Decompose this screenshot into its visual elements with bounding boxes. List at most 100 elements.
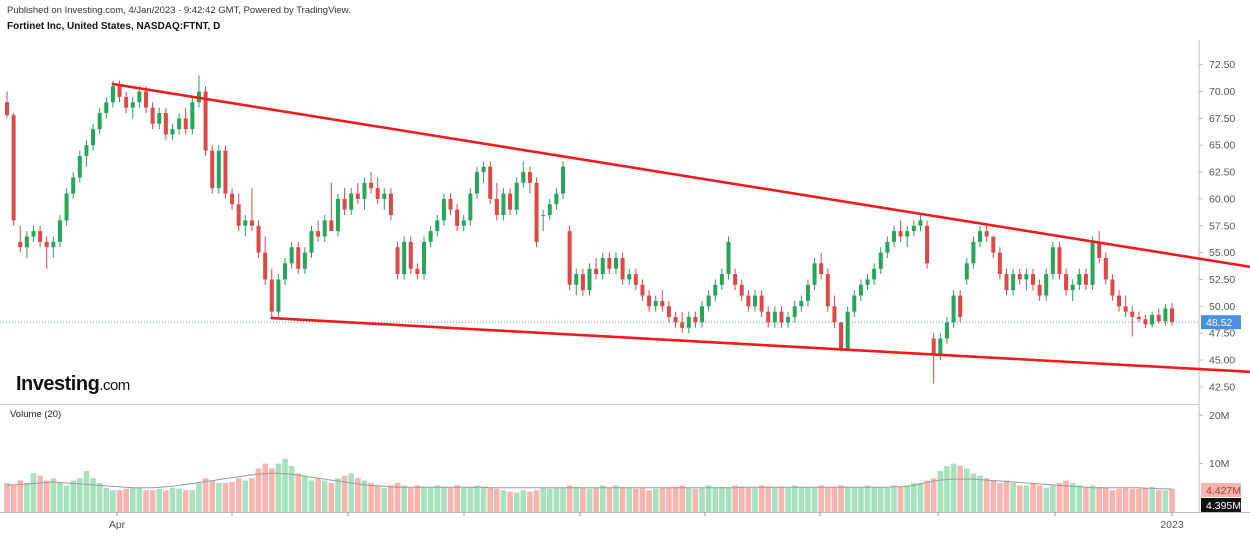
trendline[interactable] bbox=[111, 82, 1250, 269]
volume-bar bbox=[1050, 485, 1056, 512]
volume-bar bbox=[1096, 486, 1102, 512]
volume-bar bbox=[540, 487, 546, 512]
candle-body bbox=[455, 209, 460, 226]
candle-body bbox=[825, 274, 830, 307]
volume-bar bbox=[1043, 487, 1050, 512]
candle bbox=[944, 317, 949, 344]
candle bbox=[600, 252, 605, 280]
candle bbox=[474, 166, 479, 199]
volume-bar bbox=[414, 485, 421, 512]
volume-bar bbox=[633, 488, 639, 512]
volume-bar bbox=[156, 488, 163, 512]
volume-bar bbox=[10, 485, 17, 512]
candle-body bbox=[97, 113, 102, 130]
candle bbox=[1057, 241, 1062, 280]
volume-bar bbox=[308, 480, 315, 512]
candle-body bbox=[673, 317, 678, 323]
volume-bar bbox=[997, 482, 1003, 512]
candle-body bbox=[163, 113, 168, 135]
candle-body bbox=[388, 193, 393, 216]
volume-bar bbox=[990, 480, 997, 512]
volume-bar bbox=[566, 485, 573, 512]
candle bbox=[170, 123, 175, 140]
volume-bar bbox=[930, 478, 937, 512]
candle-body bbox=[77, 155, 82, 178]
candle bbox=[481, 161, 486, 183]
candle-body bbox=[680, 322, 685, 328]
volume-bar bbox=[374, 485, 381, 512]
candle-body bbox=[474, 172, 479, 194]
candle bbox=[177, 113, 182, 135]
candle bbox=[355, 182, 360, 205]
volume-bar bbox=[533, 490, 540, 512]
candle bbox=[1143, 314, 1148, 328]
candle bbox=[547, 198, 552, 221]
candle bbox=[1130, 306, 1135, 337]
candle-body bbox=[925, 225, 930, 264]
candle-body bbox=[799, 300, 804, 307]
candle-body bbox=[428, 231, 433, 242]
candle-body bbox=[997, 252, 1002, 275]
candle bbox=[269, 268, 274, 320]
candle-body bbox=[263, 252, 268, 280]
candle-body bbox=[792, 306, 797, 318]
volume-bar bbox=[507, 491, 513, 512]
volume-bar bbox=[805, 487, 811, 512]
volume-bar bbox=[871, 486, 877, 512]
volume-tick-label: 20M bbox=[1209, 410, 1229, 422]
candle-body bbox=[700, 306, 705, 323]
candle bbox=[620, 252, 625, 285]
volume-bar bbox=[858, 487, 864, 512]
candle-body bbox=[554, 193, 559, 205]
price-tick-label: 72.50 bbox=[1209, 59, 1235, 71]
candle bbox=[805, 279, 810, 307]
candle-body bbox=[759, 295, 764, 312]
candle bbox=[693, 311, 698, 328]
volume-bar bbox=[758, 485, 765, 512]
candle-body bbox=[1097, 241, 1102, 258]
candle bbox=[1077, 268, 1082, 291]
candle-body bbox=[1064, 274, 1069, 291]
candle bbox=[673, 311, 678, 328]
candle-body bbox=[150, 107, 155, 124]
volume-bar bbox=[474, 485, 480, 512]
candle bbox=[196, 75, 201, 108]
candle-body bbox=[911, 225, 916, 232]
candle bbox=[627, 268, 632, 285]
volume-bar bbox=[77, 478, 83, 512]
chart-symbol-title: Fortinet Inc, United States, NASDAQ:FTNT… bbox=[7, 21, 221, 32]
volume-bar bbox=[394, 482, 401, 512]
candle-body bbox=[276, 279, 281, 312]
candle-body bbox=[210, 150, 215, 189]
candle-body bbox=[51, 241, 56, 248]
trendline[interactable] bbox=[270, 316, 1250, 374]
candle bbox=[700, 300, 705, 328]
candle bbox=[362, 177, 367, 210]
volume-bar bbox=[520, 490, 527, 512]
volume-bar bbox=[712, 487, 719, 512]
time-tick-group: Apr 2023 bbox=[109, 512, 1184, 531]
candle-body bbox=[448, 198, 453, 210]
volume-bar bbox=[460, 487, 467, 512]
volume-bar bbox=[904, 485, 911, 512]
volume-bar bbox=[798, 486, 805, 512]
candle bbox=[249, 188, 254, 232]
candle bbox=[329, 182, 334, 232]
candle bbox=[64, 188, 69, 226]
volume-bar bbox=[1083, 487, 1089, 512]
candle bbox=[415, 263, 420, 280]
candle bbox=[296, 241, 301, 275]
volume-bar bbox=[844, 486, 851, 512]
candle bbox=[1117, 290, 1122, 312]
candle bbox=[51, 236, 56, 258]
volume-bar bbox=[917, 482, 924, 512]
candle-body bbox=[613, 257, 618, 269]
candle bbox=[349, 188, 354, 216]
candle-body bbox=[349, 193, 354, 210]
candle bbox=[660, 290, 665, 312]
candle-body bbox=[733, 274, 738, 285]
volume-bar bbox=[699, 487, 705, 512]
candle bbox=[799, 295, 804, 312]
candle bbox=[858, 279, 863, 301]
